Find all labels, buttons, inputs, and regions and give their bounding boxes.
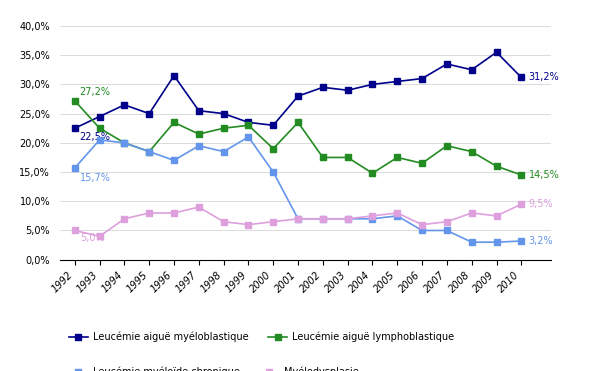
Text: 3,2%: 3,2%: [529, 236, 553, 246]
Text: 27,2%: 27,2%: [80, 87, 111, 97]
Text: 31,2%: 31,2%: [529, 72, 559, 82]
Text: 15,7%: 15,7%: [80, 173, 111, 183]
Text: 14,5%: 14,5%: [529, 170, 559, 180]
Text: 22,5%: 22,5%: [80, 132, 111, 142]
Text: 5,0%: 5,0%: [80, 233, 104, 243]
Text: 9,5%: 9,5%: [529, 199, 553, 209]
Legend: Leucémie myéloïde chronique, Myélodysplasie: Leucémie myéloïde chronique, Myélodyspla…: [65, 363, 362, 371]
